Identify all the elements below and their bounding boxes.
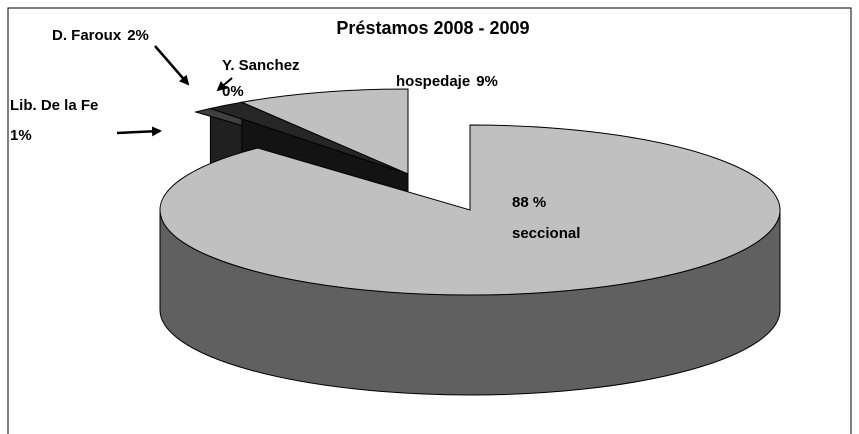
slice-name: seccional <box>512 225 580 242</box>
slice-label: D. Faroux 2% <box>52 27 149 44</box>
slice-value-label: 2% <box>127 27 149 44</box>
leader-arrow <box>154 45 190 86</box>
leader-arrow <box>216 77 233 92</box>
slice-value-label: 88 % <box>512 194 546 211</box>
slice-name: Lib. De la Fe <box>10 97 98 114</box>
slice-value-label: 9% <box>476 73 498 90</box>
slice <box>240 88 409 175</box>
chart-title: Préstamos 2008 - 2009 <box>336 18 529 38</box>
slice-value-label: 1% <box>10 127 32 144</box>
slice-name: hospedaje <box>396 73 470 90</box>
slice-label: Y. Sanchez 0% <box>222 57 300 100</box>
slice-name: D. Faroux <box>52 27 122 44</box>
leader-arrow <box>116 126 162 137</box>
slice <box>159 124 781 296</box>
slice-value-label: 0% <box>222 83 244 100</box>
slice-label: Lib. De la Fe 1% <box>10 97 98 144</box>
slice-label: hospedaje 9% <box>396 73 498 90</box>
slice-label: 88 % seccional <box>512 194 580 242</box>
slice-name: Y. Sanchez <box>222 57 300 74</box>
